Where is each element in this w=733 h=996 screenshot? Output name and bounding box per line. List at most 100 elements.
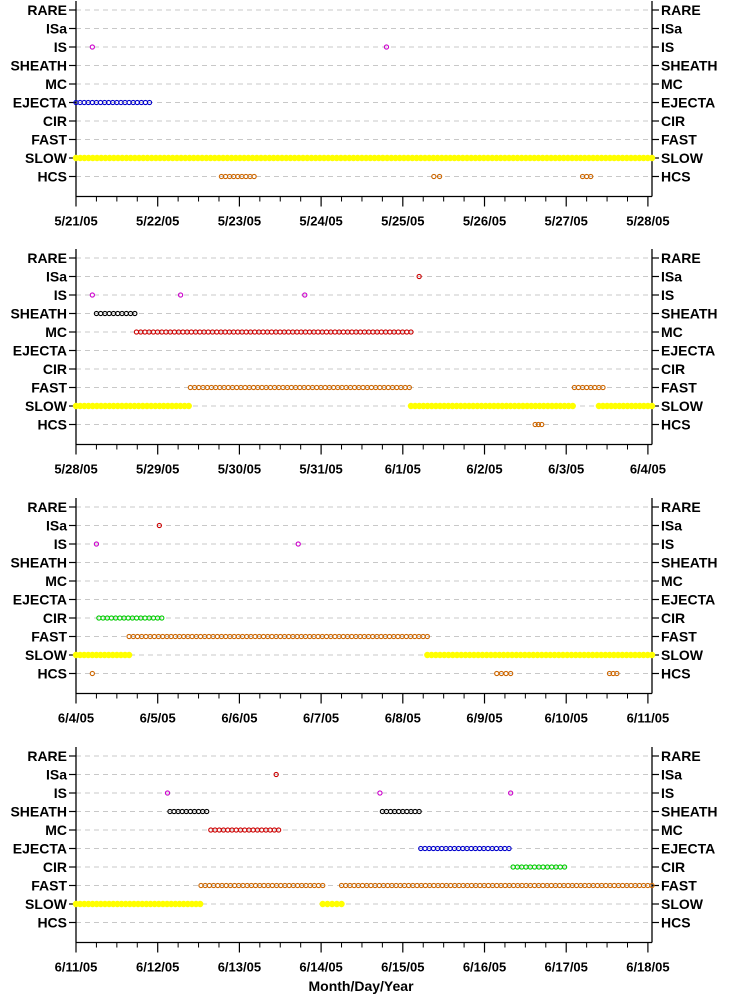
data-point xyxy=(206,633,212,640)
series-isa xyxy=(273,771,279,778)
y-label-right-mc: MC xyxy=(661,573,683,589)
data-point xyxy=(395,633,401,640)
y-label-left-hcs: HCS xyxy=(37,417,67,433)
data-point xyxy=(275,827,282,833)
y-label-left-hcs: HCS xyxy=(37,666,67,682)
x-tick-label: 6/4/05 xyxy=(58,711,94,726)
y-label-left-isa: ISa xyxy=(46,21,67,37)
data-point xyxy=(242,384,248,391)
series-slow xyxy=(72,402,656,410)
data-point xyxy=(134,633,141,640)
y-label-right-slow: SLOW xyxy=(661,896,704,912)
y-label-right-is: IS xyxy=(661,785,674,801)
y-label-left-slow: SLOW xyxy=(25,647,68,663)
y-label-left-is: IS xyxy=(54,536,67,552)
series-hcs xyxy=(218,173,594,180)
y-label-left-mc: MC xyxy=(45,573,67,589)
y-label-left-slow: SLOW xyxy=(25,150,68,166)
data-point xyxy=(600,384,606,391)
series-is xyxy=(89,292,308,298)
panel-3: RARE RARE ISa ISa IS IS SHEATH SHEATH MC MC EJECTA… xyxy=(10,498,718,726)
data-point xyxy=(146,99,153,106)
y-label-left-fast: FAST xyxy=(31,380,67,396)
data-point xyxy=(143,633,149,640)
x-tick-label: 6/10/05 xyxy=(545,711,588,726)
y-label-right-hcs: HCS xyxy=(661,169,691,185)
data-point xyxy=(508,790,514,796)
y-label-left-isa: ISa xyxy=(46,767,67,783)
y-label-left-cir: CIR xyxy=(43,361,67,377)
y-label-left-slow: SLOW xyxy=(25,398,68,414)
data-point xyxy=(485,845,491,852)
x-tick-label: 5/25/05 xyxy=(381,214,424,229)
x-tick-label: 5/26/05 xyxy=(463,214,506,229)
series-fast xyxy=(198,882,655,889)
y-label-left-fast: FAST xyxy=(31,132,67,148)
y-label-right-mc: MC xyxy=(661,822,683,838)
series-slow xyxy=(72,900,345,908)
x-tick-label: 6/17/05 xyxy=(545,960,588,975)
data-point xyxy=(377,384,383,391)
y-label-right-sheath: SHEATH xyxy=(661,306,718,322)
data-point xyxy=(368,384,375,391)
y-label-right-fast: FAST xyxy=(661,132,697,148)
y-label-right-hcs: HCS xyxy=(661,915,691,931)
y-label-right-cir: CIR xyxy=(661,610,685,626)
data-point xyxy=(619,882,626,889)
data-point xyxy=(204,808,210,815)
series-is xyxy=(93,541,301,547)
y-label-left-sheath: SHEATH xyxy=(10,555,67,571)
y-label-right-fast: FAST xyxy=(661,878,697,894)
y-label-right-rare: RARE xyxy=(661,250,701,266)
y-label-left-ejecta: EJECTA xyxy=(13,592,67,608)
y-label-right-ejecta: EJECTA xyxy=(661,592,715,608)
x-tick-label: 5/30/05 xyxy=(218,462,261,477)
x-tick-label: 6/11/05 xyxy=(55,960,98,975)
x-tick-label: 6/16/05 xyxy=(463,960,506,975)
y-label-right-fast: FAST xyxy=(661,629,697,645)
y-label-right-isa: ISa xyxy=(661,269,682,285)
data-point xyxy=(338,900,345,908)
data-point xyxy=(494,670,500,677)
y-label-left-cir: CIR xyxy=(43,113,67,129)
x-tick-label: 6/13/05 xyxy=(218,960,261,975)
x-tick-label: 6/15/05 xyxy=(381,960,424,975)
y-label-left-is: IS xyxy=(54,287,67,303)
data-point xyxy=(588,173,594,180)
data-point xyxy=(185,402,192,410)
data-point xyxy=(314,384,320,391)
y-label-left-is: IS xyxy=(54,39,67,55)
x-tick-label: 5/27/05 xyxy=(545,214,588,229)
y-label-right-hcs: HCS xyxy=(661,666,691,682)
x-tick-label: 6/6/05 xyxy=(221,711,257,726)
x-tick-label: 6/14/05 xyxy=(299,960,342,975)
y-label-left-fast: FAST xyxy=(31,629,67,645)
y-label-right-isa: ISa xyxy=(661,767,682,783)
data-point xyxy=(359,882,366,889)
data-point xyxy=(197,633,204,640)
data-point xyxy=(332,633,338,640)
series-sheath xyxy=(93,310,138,317)
y-label-left-rare: RARE xyxy=(27,499,67,515)
data-point xyxy=(89,292,95,298)
chart-panels: RARE RARE ISa ISa IS IS SHEATH SHEATH MC MC EJECTA… xyxy=(10,1,718,975)
y-label-left-isa: ISa xyxy=(46,269,67,285)
y-label-left-isa: ISa xyxy=(46,518,67,534)
data-point xyxy=(323,329,330,335)
data-point xyxy=(648,651,656,659)
data-point xyxy=(269,882,276,889)
data-point xyxy=(383,44,390,50)
y-label-right-is: IS xyxy=(661,39,674,55)
data-point xyxy=(535,421,542,428)
data-point xyxy=(242,827,248,833)
series-cir xyxy=(96,615,165,621)
data-point xyxy=(408,329,414,335)
data-point xyxy=(93,541,100,547)
data-point xyxy=(506,845,512,852)
data-point xyxy=(125,615,131,621)
data-point xyxy=(422,845,428,852)
data-point xyxy=(323,633,330,640)
y-label-left-sheath: SHEATH xyxy=(10,58,67,74)
y-label-left-mc: MC xyxy=(45,76,67,92)
